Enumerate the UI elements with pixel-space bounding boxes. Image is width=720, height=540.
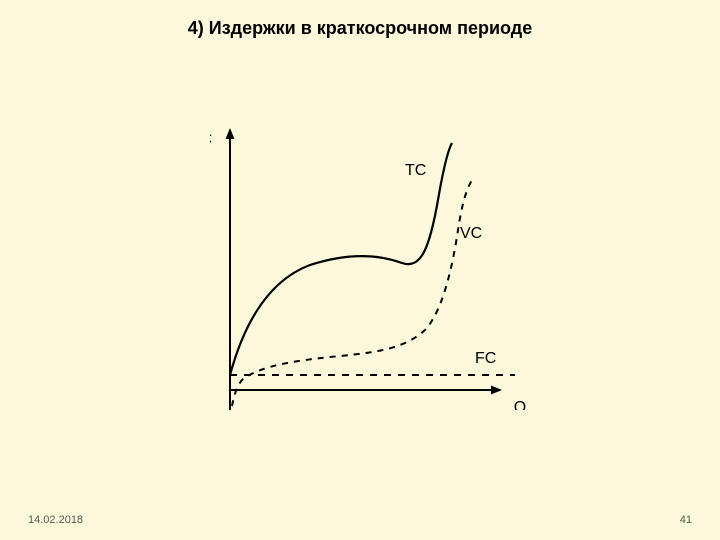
x-axis-label: Q (514, 399, 526, 410)
cost-curves-chart: TC VC FC C Q (210, 120, 540, 410)
y-axis-label: C (210, 131, 212, 148)
fc-label: FC (475, 350, 496, 367)
footer-page-number: 41 (680, 514, 692, 526)
slide-title: 4) Издержки в краткосрочном периоде (0, 18, 720, 39)
vc-label: VC (460, 225, 482, 242)
footer-date: 14.02.2018 (28, 514, 83, 526)
chart-svg: TC VC FC C Q (210, 120, 540, 410)
tc-label: TC (405, 162, 426, 179)
slide: 4) Издержки в краткосрочном периоде TC VC… (0, 0, 720, 540)
